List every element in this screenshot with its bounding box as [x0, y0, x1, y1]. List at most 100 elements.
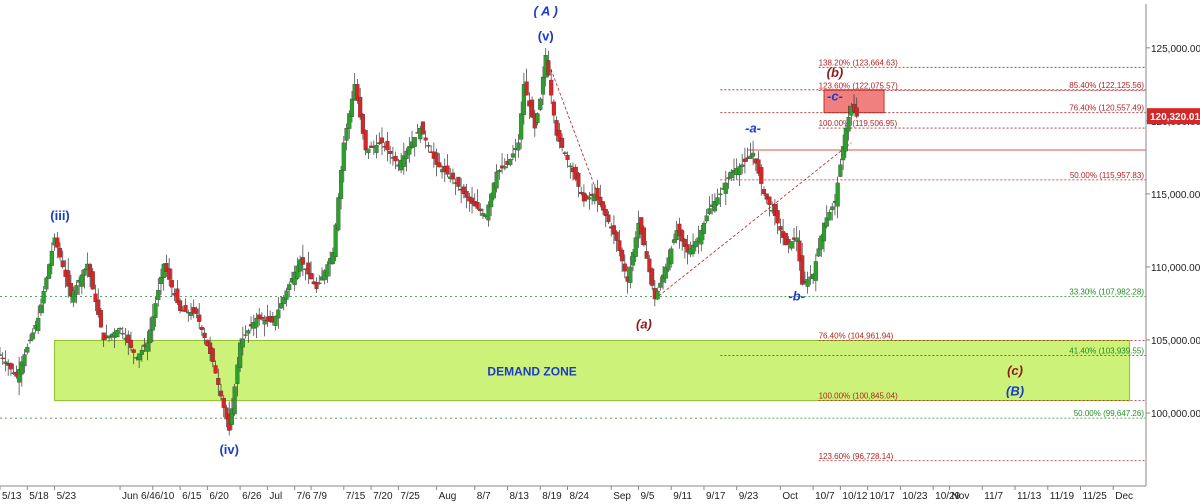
candle-down — [641, 227, 647, 246]
candle-down — [183, 305, 188, 312]
candle-down — [393, 156, 398, 162]
x-tick-label: 7/15 — [346, 491, 366, 502]
candle-down — [644, 251, 649, 259]
candle-up — [830, 206, 835, 210]
candle-up — [3, 361, 8, 364]
candle-up — [41, 291, 46, 304]
candle-down — [213, 365, 218, 374]
wave-label: ( A ) — [534, 4, 558, 19]
wave-label: (v) — [538, 29, 554, 44]
wave-diagonal-line — [654, 142, 852, 300]
candle-down — [778, 226, 783, 231]
candle-down — [221, 398, 226, 408]
candle-down — [96, 299, 101, 315]
fib-level-label: 33.30% (107,982.28) — [1069, 287, 1144, 296]
x-tick-label: 6/15 — [182, 491, 202, 502]
candle-up — [71, 290, 76, 303]
candle-up — [813, 261, 818, 281]
candle-up — [254, 317, 259, 328]
candle-down — [259, 317, 265, 320]
fib-level-label: 50.00% (99,647.26) — [1074, 409, 1145, 418]
candle-down — [208, 342, 213, 354]
candle-down — [93, 293, 98, 303]
fib-level-label: 138.20% (123,664.63) — [819, 58, 899, 67]
candle-down — [759, 167, 764, 184]
candle-up — [298, 259, 303, 272]
x-tick-label: 9/5 — [640, 491, 654, 502]
candle-up — [79, 274, 84, 287]
candle-up — [821, 222, 827, 242]
candle-up — [718, 193, 723, 196]
candle-up — [633, 237, 638, 257]
candle-up — [235, 364, 240, 384]
candle-down — [797, 240, 802, 262]
candle-up — [671, 239, 677, 243]
y-tick-label: 100,000.00 — [1151, 409, 1200, 420]
candle-down — [194, 308, 199, 314]
candle-down — [68, 282, 74, 297]
x-tick-label: 10/23 — [902, 491, 927, 502]
y-tick-label: 115,000.00 — [1151, 190, 1200, 201]
candle-up — [287, 284, 292, 291]
candle-up — [44, 277, 49, 290]
fib-level-label: 76.40% (120,557.49) — [1069, 104, 1144, 113]
candle-down — [426, 145, 431, 147]
fib-level-label: 50.00% (115,957.83) — [1070, 171, 1144, 180]
x-tick-label: 6/26 — [242, 491, 262, 502]
candle-down — [650, 268, 655, 286]
candle-down — [595, 188, 600, 200]
fib-level-label: 123.60% (96,728.14) — [819, 452, 894, 461]
candle-down — [167, 268, 172, 280]
candle-down — [677, 223, 682, 237]
candle-up — [0, 354, 3, 356]
candle-down — [379, 137, 385, 143]
candle-up — [107, 335, 112, 339]
candle-down — [551, 101, 556, 116]
candle-down — [0, 357, 5, 360]
candle-down — [742, 158, 747, 162]
x-tick-label: 11/19 — [1050, 491, 1075, 502]
wave-label: (B) — [1006, 383, 1024, 398]
candle-up — [535, 113, 540, 123]
candle-up — [339, 169, 344, 199]
candle-up — [701, 222, 707, 234]
candle-down — [420, 121, 425, 135]
candle-up — [690, 244, 696, 255]
candle-down — [358, 96, 363, 118]
x-tick-label: 7/6 — [297, 491, 311, 502]
candle-up — [494, 171, 499, 189]
candle-up — [273, 315, 278, 326]
wave-label: (iii) — [50, 208, 70, 223]
candle-down — [8, 363, 13, 370]
candle-up — [120, 332, 125, 335]
x-tick-label: 5/18 — [29, 491, 49, 502]
fib-level-label: 41.40% (103,939.55) — [1069, 346, 1144, 355]
candle-down — [55, 237, 60, 248]
candle-up — [660, 274, 666, 283]
x-tick-label: 5/23 — [57, 491, 77, 502]
candle-up — [489, 193, 494, 208]
candle-up — [317, 282, 322, 284]
candle-down — [461, 186, 466, 195]
x-tick-label: Jun 6/4 — [122, 491, 155, 502]
candle-up — [137, 353, 142, 361]
candle-up — [117, 328, 123, 330]
candle-up — [838, 164, 843, 177]
candle-down — [565, 154, 570, 160]
candle-up — [49, 250, 54, 266]
candle-up — [712, 201, 717, 212]
fib-level-label: 76.40% (104,961.94) — [819, 331, 894, 340]
candle-down — [360, 114, 365, 134]
candle-up — [540, 76, 546, 95]
candle-up — [17, 369, 22, 383]
y-tick-label: 105,000.00 — [1151, 336, 1200, 347]
candle-down — [530, 99, 535, 118]
candle-up — [284, 290, 289, 300]
candle-down — [469, 197, 475, 204]
last-price-badge — [1147, 108, 1200, 125]
candle-up — [655, 290, 660, 300]
candle-down — [66, 270, 71, 287]
candle-up — [658, 282, 663, 288]
candle-up — [407, 146, 412, 155]
